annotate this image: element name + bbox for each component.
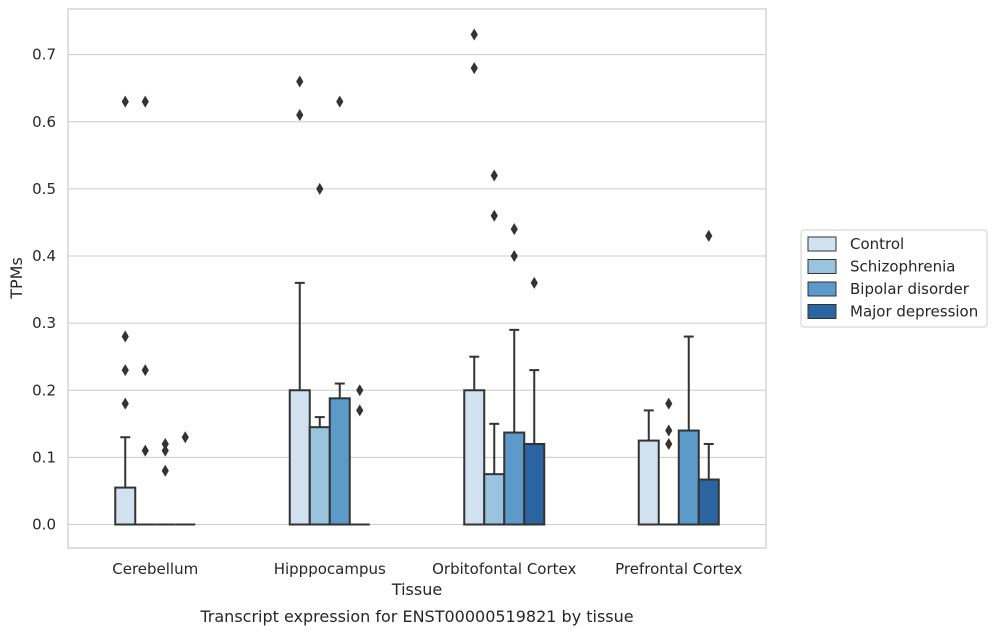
outlier-marker [705, 229, 713, 242]
chart-caption: Transcript expression for ENST0000051982… [199, 607, 633, 626]
outlier-marker [161, 437, 169, 450]
y-tick-label: 0.3 [32, 314, 56, 332]
outlier-marker [530, 276, 538, 289]
y-tick-label: 0.0 [32, 516, 56, 534]
outlier-marker [296, 109, 304, 122]
outlier-marker [141, 364, 149, 377]
legend: Control Schizophrenia Bipolar disorder Majo… [800, 229, 988, 328]
x-tick-label: Orbitofontal Cortex [432, 560, 576, 578]
outlier-marker [161, 464, 169, 477]
outlier-marker [490, 209, 498, 222]
outlier-marker [121, 95, 129, 108]
bar [503, 431, 526, 526]
legend-swatch [807, 304, 837, 319]
y-tick-labels: 0.0 0.1 0.2 0.3 0.4 0.5 0.6 0.7 [32, 46, 56, 534]
outlier-marker [296, 75, 304, 88]
x-tick-label: Hipppocampus [274, 560, 386, 578]
outlier-marker [121, 364, 129, 377]
y-tick-label: 0.6 [32, 113, 56, 131]
outlier-marker [161, 444, 169, 457]
y-tick-label: 0.2 [32, 381, 56, 399]
outlier-marker [121, 330, 129, 343]
bar [677, 429, 700, 526]
gridlines [68, 54, 766, 526]
legend-frame [800, 229, 988, 328]
outlier-marker [665, 437, 673, 450]
legend-label: Major depression [850, 303, 978, 321]
x-tick-labels: Cerebellum Hipppocampus Orbitofontal Corte… [112, 560, 742, 578]
error-whiskers [120, 281, 714, 488]
bar [288, 389, 311, 526]
outlier-marker [665, 397, 673, 410]
x-axis-title: Tissue [391, 580, 442, 599]
outlier-marker [665, 424, 673, 437]
bar [308, 426, 331, 526]
bar [483, 473, 506, 526]
x-tick-label: Cerebellum [112, 560, 198, 578]
outlier-marker [470, 62, 478, 75]
outlier-marker [141, 444, 149, 457]
legend-label: Schizophrenia [850, 258, 955, 276]
outlier-marker [141, 95, 149, 108]
outlier-marker [470, 28, 478, 41]
outlier-marker [356, 404, 364, 417]
outlier-marker [336, 95, 344, 108]
bar [114, 486, 137, 526]
y-axis-title: TPMs [7, 257, 26, 300]
x-tick-label: Prefrontal Cortex [615, 560, 742, 578]
bar [637, 439, 660, 526]
legend-swatch [807, 236, 837, 252]
legend-label: Control [850, 235, 904, 253]
y-tick-label: 0.1 [32, 448, 56, 466]
legend-label: Bipolar disorder [850, 280, 970, 298]
outlier-marker [181, 431, 189, 444]
outlier-marker [316, 182, 324, 195]
outlier-marker [356, 384, 364, 397]
y-tick-label: 0.4 [32, 247, 56, 265]
outlier-marker [121, 397, 129, 410]
outlier-marker [510, 250, 518, 263]
legend-swatch [807, 281, 837, 297]
bar [697, 478, 720, 526]
y-tick-label: 0.7 [32, 46, 56, 64]
bars [114, 389, 720, 526]
legend-swatch [807, 259, 837, 274]
y-tick-label: 0.5 [32, 180, 56, 198]
outlier-marker [510, 223, 518, 236]
plot-area-frame [67, 8, 767, 549]
bar [523, 442, 546, 526]
bar [328, 397, 351, 526]
outlier-markers [121, 28, 713, 477]
outlier-marker [490, 169, 498, 182]
bar [463, 389, 486, 526]
